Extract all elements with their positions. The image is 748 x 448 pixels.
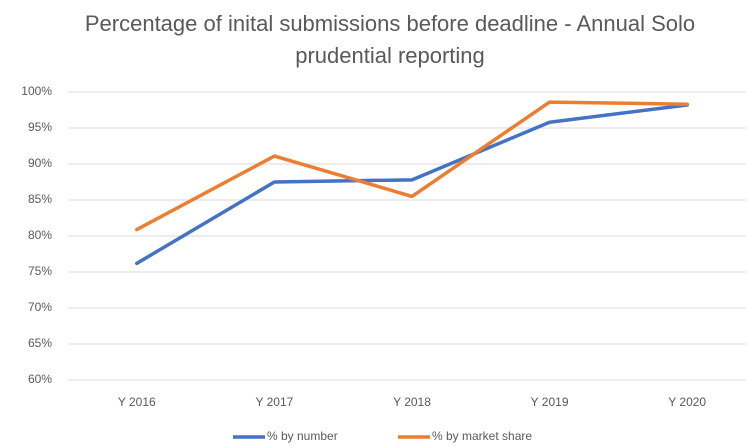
x-tick-label: Y 2019	[531, 395, 569, 409]
legend-label: % by market share	[432, 429, 532, 443]
y-tick-label: 70%	[28, 300, 52, 314]
y-tick-label: 60%	[28, 372, 52, 386]
x-tick-label: Y 2020	[668, 395, 706, 409]
legend-label: % by number	[267, 429, 338, 443]
y-tick-label: 85%	[28, 192, 52, 206]
y-tick-label: 75%	[28, 264, 52, 278]
y-tick-label: 100%	[21, 84, 52, 98]
y-tick-label: 80%	[28, 228, 52, 242]
x-tick-label: Y 2016	[118, 395, 156, 409]
y-tick-label: 90%	[28, 156, 52, 170]
y-tick-label: 65%	[28, 336, 52, 350]
y-tick-label: 95%	[28, 120, 52, 134]
series-line	[135, 103, 689, 266]
x-tick-label: Y 2017	[255, 395, 293, 409]
series-line	[135, 100, 689, 232]
x-tick-label: Y 2018	[393, 395, 431, 409]
chart-title: Percentage of inital submissions before …	[84, 11, 696, 68]
